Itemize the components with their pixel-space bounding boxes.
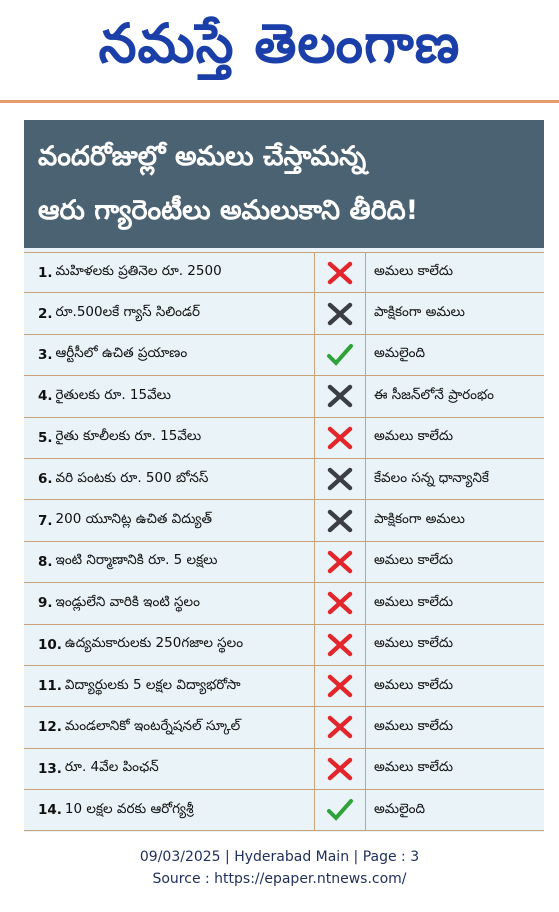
check-icon [314,334,366,376]
guarantee-item: 10. ఉద్యమకారులకు 250గజాల స్థలం [24,625,314,665]
guarantee-item: 7. 200 యూనిట్ల ఉచిత విద్యుత్ [24,500,314,540]
headline-banner: వందరోజుల్లో అమలు చేస్తామన్న ఆరు గ్యారెంట… [24,120,544,248]
item-text: 200 యూనిట్ల ఉచిత విద్యుత్ [55,511,212,528]
guarantee-item: 2. రూ.500లకే గ్యాస్ సిలిండర్ [24,293,314,333]
item-text: మండలానికో ఇంటర్నేషనల్ స్కూల్ [64,717,241,734]
guarantee-item: 9. ఇండ్లులేని వారికి ఇంటి స్థలం [24,583,314,623]
cross-icon [314,707,366,748]
guarantee-item: 12. మండలానికో ఇంటర్నేషనల్ స్కూల్ [24,707,314,747]
cross-icon [314,458,366,500]
status-text: కేవలం సన్న ధాన్యానికే [374,469,489,486]
status-text: అమలైంది [374,800,426,817]
table-row: 11. విద్యార్థులకు 5 లక్షల విద్యాభరోసా అమలు… [24,665,544,708]
item-number: 6. [38,471,53,488]
item-number: 10. [38,636,62,653]
cross-icon [314,417,366,458]
guarantee-item: 1. మహిళలకు ప్రతినెల రూ. 2500 [24,253,314,292]
item-text: రైతు కూలీలకు రూ. 15వేలు [55,428,202,445]
item-text: 10 లక్షల వరకు ఆరోగ్యశ్రీ [64,800,194,817]
item-number: 14. [38,802,62,819]
status-text: అమలు కాలేదు [374,717,454,734]
cross-icon [314,253,366,293]
item-number: 13. [38,760,62,777]
cross-icon [314,665,366,707]
headline-line-1: వందరోజుల్లో అమలు చేస్తామన్న [38,141,367,172]
item-number: 8. [38,553,53,570]
table-row: 10. ఉద్యమకారులకు 250గజాల స్థలం అమలు కాలేదు [24,624,544,666]
footer: 09/03/2025 | Hyderabad Main | Page : 3 S… [0,846,559,890]
item-text: రూ. 4వేల పింఛన్ [64,759,159,776]
cross-icon [314,748,366,790]
status-text: అమలు కాలేదు [374,593,454,610]
status-text: పాక్షికంగా అమలు [374,304,465,321]
cross-icon [314,500,366,541]
item-number: 1. [38,264,53,281]
table-row: 6. వరి పంటకు రూ. 500 బోనస్ కేవలం సన్న ధాన్… [24,458,544,501]
guarantee-item: 5. రైతు కూలీలకు రూ. 15వేలు [24,418,314,458]
status-text: ఈ సీజన్‌లోనే ప్రారంభం [374,386,494,403]
item-text: ఉద్యమకారులకు 250గజాల స్థలం [64,635,244,652]
check-icon [314,790,366,831]
guarantee-item: 11. విద్యార్థులకు 5 లక్షల విద్యాభరోసా [24,666,314,706]
guarantee-table: 1. మహిళలకు ప్రతినెల రూ. 2500 అమలు కాలేదు 2.… [24,252,544,832]
table-row: 13. రూ. 4వేల పింఛన్ అమలు కాలేదు [24,748,544,791]
status-text: పాక్షికంగా అమలు [374,511,465,528]
item-text: మహిళలకు ప్రతినెల రూ. 2500 [55,263,222,280]
table-row: 9. ఇండ్లులేని వారికి ఇంటి స్థలం అమలు కాలేద… [24,583,544,625]
status-text: అమలు కాలేదు [374,428,454,445]
item-number: 7. [38,512,53,529]
item-number: 12. [38,719,62,736]
item-number: 5. [38,429,53,446]
masthead-divider [0,100,559,103]
table-row: 5. రైతు కూలీలకు రూ. 15వేలు అమలు కాలేదు [24,417,544,459]
cross-icon [314,583,366,624]
table-row: 7. 200 యూనిట్ల ఉచిత విద్యుత్ పాక్షికంగా అమ… [24,500,544,542]
item-text: ఇండ్లులేని వారికి ఇంటి స్థలం [55,593,200,610]
item-text: వరి పంటకు రూ. 500 బోనస్ [55,469,209,486]
item-number: 11. [38,678,62,695]
item-text: విద్యార్థులకు 5 లక్షల విద్యాభరోసా [64,676,241,693]
item-text: ఆర్టీసీలో ఉచిత ప్రయాణం [55,345,188,362]
table-row: 12. మండలానికో ఇంటర్నేషనల్ స్కూల్ అమలు కాలే… [24,707,544,749]
table-row: 1. మహిళలకు ప్రతినెల రూ. 2500 అమలు కాలేదు [24,252,544,294]
footer-date-edition: 09/03/2025 | Hyderabad Main | Page : 3 [139,849,420,865]
status-text: అమలు కాలేదు [374,552,454,569]
status-text: అమలైంది [374,345,426,362]
cross-icon [314,541,366,583]
infographic-card: వందరోజుల్లో అమలు చేస్తామన్న ఆరు గ్యారెంట… [24,120,544,832]
table-row: 8. ఇంటి నిర్మాణానికి రూ. 5 లక్షలు అమలు కాల… [24,541,544,584]
item-text: రూ.500లకే గ్యాస్ సిలిండర్ [55,304,201,321]
item-number: 3. [38,346,53,363]
item-number: 2. [38,305,53,322]
guarantee-item: 14. 10 లక్షల వరకు ఆరోగ్యశ్రీ [24,790,314,830]
guarantee-item: 13. రూ. 4వేల పింఛన్ [24,749,314,789]
newspaper-logo: నమస్తే తెలంగాణ [98,11,461,75]
status-text: అమలు కాలేదు [374,263,454,280]
item-text: రైతులకు రూ. 15వేలు [55,386,171,403]
item-number: 9. [38,595,53,612]
guarantee-item: 6. వరి పంటకు రూ. 500 బోనస్ [24,459,314,499]
guarantee-item: 8. ఇంటి నిర్మాణానికి రూ. 5 లక్షలు [24,542,314,582]
cross-icon [314,376,366,417]
table-row: 2. రూ.500లకే గ్యాస్ సిలిండర్ పాక్షికంగా అమ… [24,293,544,335]
status-text: అమలు కాలేదు [374,635,454,652]
masthead: నమస్తే తెలంగాణ [0,0,559,100]
item-number: 4. [38,388,53,405]
table-row: 14. 10 లక్షల వరకు ఆరోగ్యశ్రీ అమలైంది [24,790,544,832]
headline-line-2: ఆరు గ్యారెంటీలు అమలుకాని తీరిది! [38,195,419,226]
cross-icon [314,293,366,334]
guarantee-item: 4. రైతులకు రూ. 15వేలు [24,376,314,416]
table-row: 3. ఆర్టీసీలో ఉచిత ప్రయాణం అమలైంది [24,334,544,377]
table-row: 4. రైతులకు రూ. 15వేలు ఈ సీజన్‌లోనే ప్రారంభ… [24,376,544,418]
status-text: అమలు కాలేదు [374,676,454,693]
guarantee-item: 3. ఆర్టీసీలో ఉచిత ప్రయాణం [24,335,314,375]
cross-icon [314,624,366,665]
footer-source: Source : https://epaper.ntnews.com/ [152,871,407,887]
status-text: అమలు కాలేదు [374,759,454,776]
item-text: ఇంటి నిర్మాణానికి రూ. 5 లక్షలు [55,552,218,569]
